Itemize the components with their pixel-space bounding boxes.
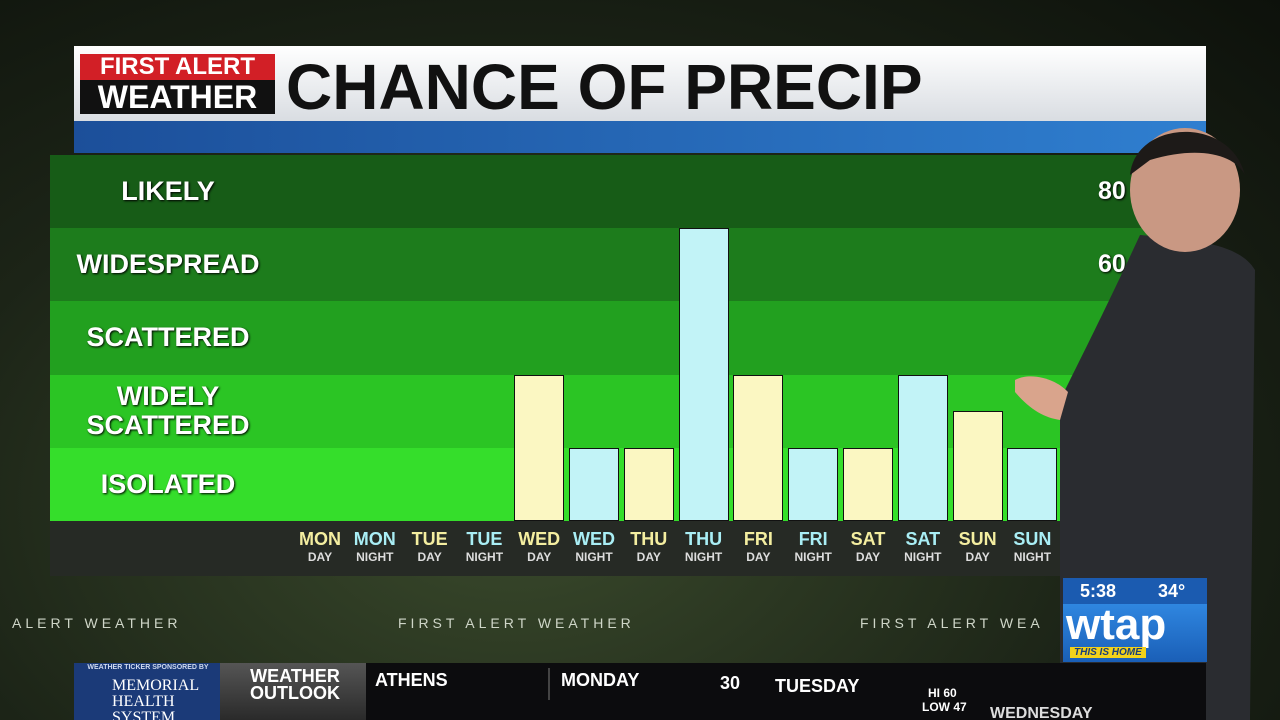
ticker-divider xyxy=(548,668,550,700)
section: WEATHER OUTLOOK xyxy=(250,666,340,703)
x-tick-label: FRI xyxy=(743,529,773,549)
x-tick-label: WED xyxy=(573,529,615,549)
bar xyxy=(569,447,619,521)
x-tick-label: SAT xyxy=(850,529,886,549)
bug-temp: 34° xyxy=(1158,581,1186,601)
x-tick-sublabel: NIGHT xyxy=(904,550,942,564)
x-tick-sublabel: NIGHT xyxy=(1013,550,1052,564)
bar xyxy=(843,447,893,521)
x-tick-label: THU xyxy=(685,529,723,549)
bug-slogan: THIS IS HOME xyxy=(1070,647,1146,658)
sponsor-line: WEATHER TICKER SPONSORED BY xyxy=(87,664,209,671)
crawl-text: FIRST ALERT WEA xyxy=(860,615,1044,631)
chart-title: CHANCE OF PRECIP xyxy=(286,51,923,123)
band-label: ISOLATED xyxy=(100,468,236,499)
sponsor: MEMORIAL HEALTH SYSTEM xyxy=(112,677,199,720)
ticker-city: ATHENS xyxy=(375,670,448,690)
x-tick-sublabel: DAY xyxy=(307,550,333,564)
band xyxy=(50,301,1160,375)
presenter-head xyxy=(1130,128,1240,252)
x-tick-label: SUN xyxy=(958,529,997,549)
x-tick-label: TUE xyxy=(466,529,503,549)
x-tick-label: SUN xyxy=(1013,529,1052,549)
x-tick-sublabel: DAY xyxy=(636,550,661,564)
category-strip xyxy=(50,521,1160,576)
title-underbar xyxy=(74,121,1206,153)
presenter-hair xyxy=(1130,131,1245,175)
bar xyxy=(788,447,839,521)
band-label: WIDELY SCATTERED xyxy=(86,381,250,441)
x-tick-label: MON xyxy=(353,529,396,549)
x-tick-label: WED xyxy=(518,529,561,549)
bar xyxy=(952,411,1003,521)
band-range: 80 xyxy=(1098,176,1126,205)
x-tick-sublabel: DAY xyxy=(527,550,552,564)
ticker-day: WEDNESDAY xyxy=(990,705,1093,720)
ticker-day: MONDAY xyxy=(561,670,640,690)
band-label: LIKELY xyxy=(121,176,215,207)
presenter-hand xyxy=(1015,376,1068,420)
ticker-value: 30 xyxy=(720,673,741,693)
section-box xyxy=(220,663,366,720)
band xyxy=(50,155,1160,229)
brand-bottom: WEATHER xyxy=(80,80,275,114)
ticker-low: LOW 47 xyxy=(922,700,967,714)
x-tick-label: MON xyxy=(299,529,341,549)
crawl-text: ALERT WEATHER xyxy=(12,615,182,631)
x-tick-sublabel: NIGHT xyxy=(684,550,723,564)
bar xyxy=(678,228,729,521)
x-tick-sublabel: NIGHT xyxy=(794,550,832,564)
bar xyxy=(897,374,948,521)
x-tick-label: SAT xyxy=(905,529,941,549)
bug-time: 5:38 xyxy=(1080,581,1117,601)
bar xyxy=(733,374,784,521)
bar xyxy=(1007,447,1058,521)
ticker-day: TUESDAY xyxy=(775,676,860,696)
x-tick-sublabel: DAY xyxy=(965,550,990,564)
x-tick-label: FRI xyxy=(798,529,828,549)
bug-logo: wtap xyxy=(1066,600,1167,649)
ticker-hi: HI 60 xyxy=(928,686,957,700)
x-tick-sublabel: DAY xyxy=(746,550,771,564)
sponsor-box xyxy=(74,663,220,720)
x-tick-sublabel: DAY xyxy=(855,550,881,564)
band-label: SCATTERED xyxy=(86,322,250,353)
x-tick-sublabel: NIGHT xyxy=(356,550,394,564)
brand-top: FIRST ALERT xyxy=(80,54,275,80)
bar xyxy=(514,374,565,521)
bar xyxy=(623,447,674,521)
x-tick-label: TUE xyxy=(411,529,448,549)
x-tick-sublabel: NIGHT xyxy=(465,550,504,564)
band-label: WIDESPREAD xyxy=(76,249,260,280)
crawl-text: FIRST ALERT WEATHER xyxy=(398,615,635,631)
bug-bar xyxy=(1063,578,1207,604)
x-tick-sublabel: DAY xyxy=(417,550,442,564)
x-tick-sublabel: NIGHT xyxy=(575,550,613,564)
x-tick-label: THU xyxy=(630,529,668,549)
band xyxy=(50,228,1160,302)
